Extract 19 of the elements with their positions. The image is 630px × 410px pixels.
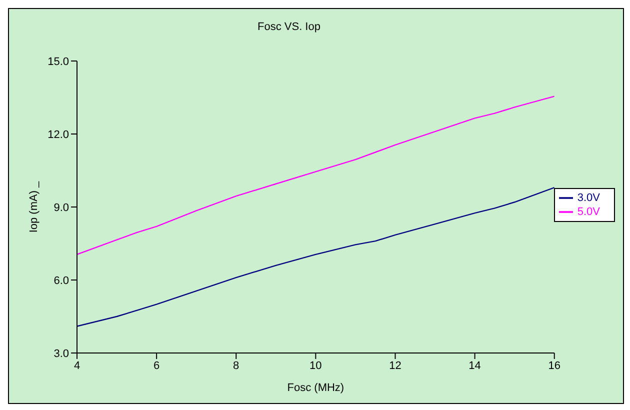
legend-label: 3.0V xyxy=(577,192,600,204)
y-tick-label: 3.0 xyxy=(54,348,69,360)
y-tick-label: 15.0 xyxy=(48,56,69,68)
x-tick-label: 16 xyxy=(548,360,560,372)
y-axis-title: Iop (mA) _ xyxy=(28,180,40,233)
x-axis-title: Fosc (MHz) xyxy=(287,382,344,394)
chart-title: Fosc VS. Iop xyxy=(256,21,322,33)
x-tick-label: 14 xyxy=(468,360,481,372)
line-series xyxy=(77,186,554,327)
x-tick-label: 4 xyxy=(74,360,80,372)
x-tick-label: 10 xyxy=(310,360,322,372)
line-series xyxy=(77,96,554,256)
y-tick-label: 12.0 xyxy=(48,128,69,141)
y-tick-label: 6.0 xyxy=(54,274,69,287)
x-tick-label: 6 xyxy=(153,360,160,372)
x-tick-label: 12 xyxy=(389,360,402,372)
x-tick-label: 8 xyxy=(233,360,240,372)
legend-label: 5.0V xyxy=(577,206,600,218)
y-tick-label: 9.0 xyxy=(54,202,69,214)
